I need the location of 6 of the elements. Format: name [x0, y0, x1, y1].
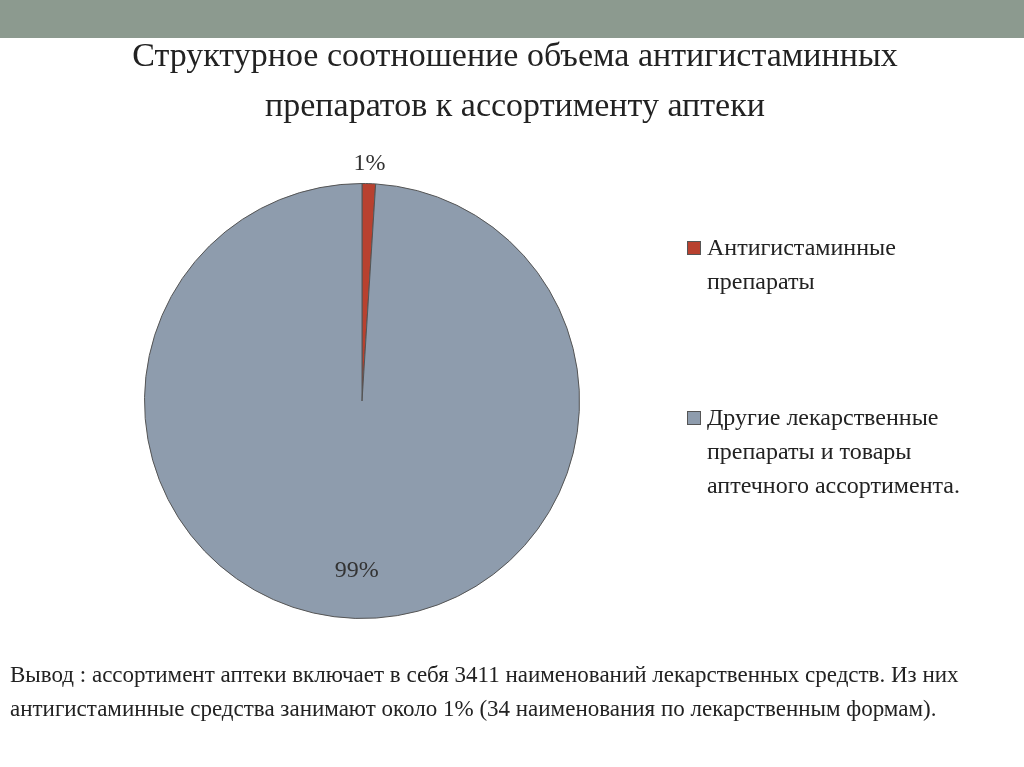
data-label: 99%	[334, 555, 379, 582]
legend-label: Другие лекарственные препараты и товары аптечного ассортимента.	[707, 404, 960, 498]
legend-label: Антигистаминные препараты	[707, 234, 896, 294]
chart-title: Структурное соотношение объема антигистаминных препаратов к ассортименту аптеки	[131, 35, 899, 125]
data-label: 1%	[353, 148, 386, 175]
text: Вывод : ассортимент аптеки включает в себя 3411 наименований лекарственных средств. Из них антигистаминные средства занимают около 1% (34 наименования по лекарственным формам).	[10, 661, 960, 723]
